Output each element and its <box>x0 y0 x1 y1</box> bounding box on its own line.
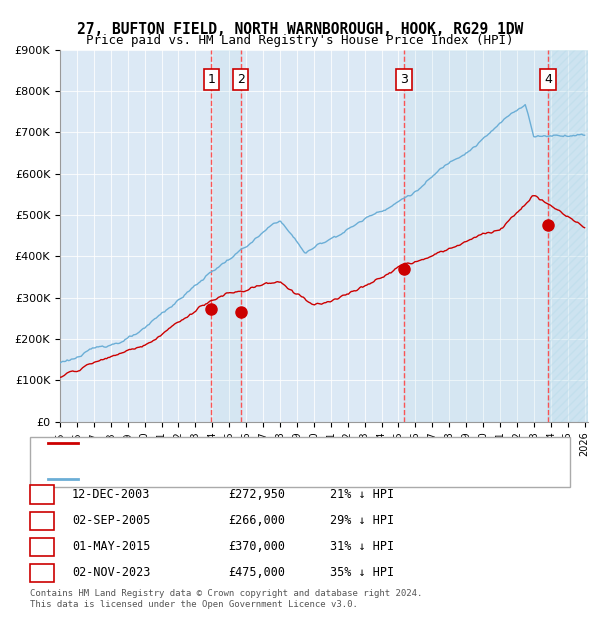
Text: 02-NOV-2023: 02-NOV-2023 <box>72 567 151 579</box>
Text: £475,000: £475,000 <box>228 567 285 579</box>
Text: 21% ↓ HPI: 21% ↓ HPI <box>330 489 394 501</box>
Bar <box>211 50 241 422</box>
Text: 1: 1 <box>38 489 46 501</box>
Text: Price paid vs. HM Land Registry's House Price Index (HPI): Price paid vs. HM Land Registry's House … <box>86 34 514 47</box>
Text: 4: 4 <box>544 73 552 86</box>
Text: 2: 2 <box>38 515 46 527</box>
Text: 1: 1 <box>208 73 215 86</box>
Text: Contains HM Land Registry data © Crown copyright and database right 2024.
This d: Contains HM Land Registry data © Crown c… <box>30 590 422 609</box>
Text: 12-DEC-2003: 12-DEC-2003 <box>72 489 151 501</box>
Text: 29% ↓ HPI: 29% ↓ HPI <box>330 515 394 527</box>
Text: HPI: Average price, detached house, Hart: HPI: Average price, detached house, Hart <box>84 474 334 484</box>
Text: 31% ↓ HPI: 31% ↓ HPI <box>330 541 394 553</box>
Text: 4: 4 <box>38 567 46 579</box>
Text: 2: 2 <box>236 73 245 86</box>
Text: 27, BUFTON FIELD, NORTH WARNBOROUGH, HOOK, RG29 1DW (detached house): 27, BUFTON FIELD, NORTH WARNBOROUGH, HOO… <box>84 438 509 448</box>
Text: 01-MAY-2015: 01-MAY-2015 <box>72 541 151 553</box>
Text: £266,000: £266,000 <box>228 515 285 527</box>
Bar <box>404 50 548 422</box>
Text: £370,000: £370,000 <box>228 541 285 553</box>
Text: 27, BUFTON FIELD, NORTH WARNBOROUGH, HOOK, RG29 1DW: 27, BUFTON FIELD, NORTH WARNBOROUGH, HOO… <box>77 22 523 37</box>
Text: 3: 3 <box>400 73 408 86</box>
Text: 3: 3 <box>38 541 46 553</box>
Text: £272,950: £272,950 <box>228 489 285 501</box>
Bar <box>548 50 588 422</box>
Text: 35% ↓ HPI: 35% ↓ HPI <box>330 567 394 579</box>
Text: 02-SEP-2005: 02-SEP-2005 <box>72 515 151 527</box>
